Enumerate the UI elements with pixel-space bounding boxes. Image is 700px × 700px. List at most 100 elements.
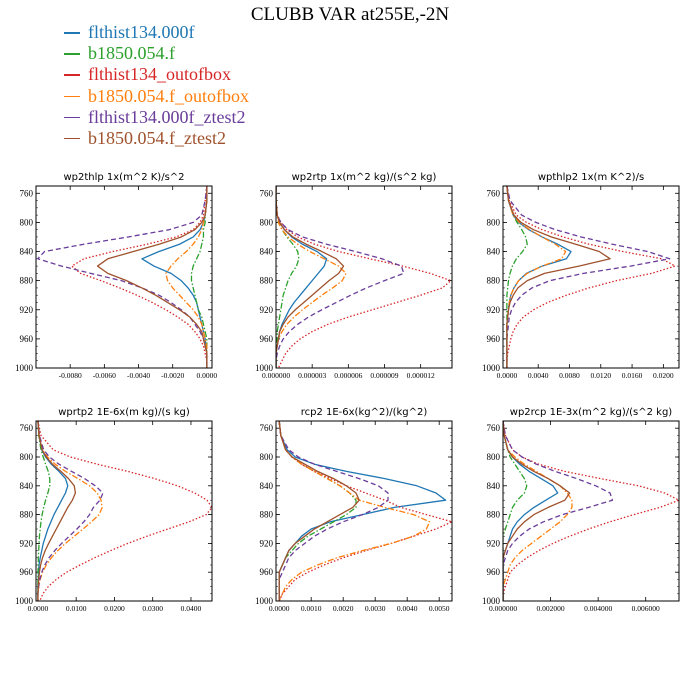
xtick-label: -0.0040 xyxy=(127,371,150,380)
series-line xyxy=(276,186,452,368)
xtick-label: 0.000009 xyxy=(370,371,398,380)
xtick-label: 0.0030 xyxy=(365,604,386,613)
series-line xyxy=(278,421,360,601)
xtick-label: 0.0120 xyxy=(590,371,611,380)
ytick-label: 880 xyxy=(260,276,274,286)
xtick-label: 0.000006 xyxy=(334,371,362,380)
series-line xyxy=(506,186,611,368)
ytick-label: 920 xyxy=(20,538,34,548)
xtick-label: 0.0050 xyxy=(429,604,450,613)
panel-title: wp2thlp 1x(m^2 K)/s^2 xyxy=(63,172,184,183)
ytick-label: 920 xyxy=(487,538,501,548)
xtick-label: 0.0300 xyxy=(142,604,163,613)
ytick-label: 840 xyxy=(487,247,501,257)
series-group xyxy=(37,421,212,601)
ytick-label: 920 xyxy=(260,305,274,315)
ytick-label: 880 xyxy=(260,510,274,520)
ytick-label: 840 xyxy=(20,481,34,491)
legend-label: b1850.054.f xyxy=(88,43,175,64)
ytick-label: 840 xyxy=(260,247,274,257)
series-line xyxy=(37,421,103,601)
ytick-label: 1000 xyxy=(15,596,34,606)
series-line xyxy=(37,421,51,601)
xtick-label: 0.004000 xyxy=(584,604,612,613)
series-line xyxy=(37,186,208,368)
panel-title: wp2rcp 1E-3x(m^2 kg)/(s^2 kg) xyxy=(510,407,673,418)
panel-1: wp2thlp 1x(m^2 K)/s^2 760 800 840 880 920 960 1… xyxy=(15,172,217,380)
legend-label: flthist134.000f xyxy=(88,22,195,42)
series-line xyxy=(276,186,405,368)
plot-frame xyxy=(35,185,213,369)
ytick-label: 800 xyxy=(20,217,34,227)
xtick-label: 0.002000 xyxy=(537,604,565,613)
ytick-label: 880 xyxy=(487,276,501,286)
panel-3: wpthlp2 1x(m K^2)/s 760 800 840 880 920 960 100… xyxy=(482,172,680,380)
xtick-label: -0.0020 xyxy=(161,371,184,380)
ytick-label: 1000 xyxy=(482,596,501,606)
series-line xyxy=(506,186,671,368)
xtick-label: 0.0040 xyxy=(397,604,418,613)
xtick-label: 0.0100 xyxy=(66,604,87,613)
ytick-label: 880 xyxy=(20,276,34,286)
ytick-label: 760 xyxy=(20,188,34,198)
series-group xyxy=(37,186,208,368)
ytick-label: 760 xyxy=(260,423,274,433)
xtick-label: 0.000003 xyxy=(298,371,326,380)
series-line xyxy=(165,186,208,368)
series-line xyxy=(506,186,528,368)
ytick-label: 920 xyxy=(260,538,274,548)
ytick-label: 920 xyxy=(487,305,501,315)
ytick-label: 760 xyxy=(260,188,274,198)
panel-title: wpthlp2 1x(m K^2)/s xyxy=(538,172,644,183)
ytick-label: 1000 xyxy=(255,596,274,606)
legend-label: flthist134.000f_ztest2 xyxy=(88,106,246,127)
series-line xyxy=(71,186,208,368)
series-group xyxy=(278,421,452,601)
panel-4: wprtp2 1E-6x(m kg)/(s kg) 760 800 840 880 920… xyxy=(15,407,213,613)
ytick-label: 960 xyxy=(20,567,34,577)
ytick-label: 800 xyxy=(20,452,34,462)
ytick-label: 1000 xyxy=(482,363,501,373)
ytick-label: 760 xyxy=(487,188,501,198)
series-line xyxy=(503,421,573,601)
ytick-label: 960 xyxy=(487,334,501,344)
xtick-label: 0.0000 xyxy=(269,604,290,613)
ytick-label: 1000 xyxy=(15,363,34,373)
series-line xyxy=(278,421,357,601)
legend-label: flthist134_outofbox xyxy=(88,64,231,85)
series-line xyxy=(506,186,572,368)
legend-swatch xyxy=(64,137,80,140)
xtick-label: 0.0200 xyxy=(653,371,674,380)
plot-frame xyxy=(35,420,213,602)
series-line xyxy=(278,421,447,601)
xtick-label: 0.0000 xyxy=(28,604,49,613)
series-line xyxy=(503,421,571,601)
series-line xyxy=(278,421,431,601)
panel-title: wp2rtp 1x(m^2 kg)/(s^2 kg) xyxy=(292,172,437,183)
plot-frame xyxy=(275,185,453,369)
ytick-label: 960 xyxy=(20,334,34,344)
xtick-label: 0.0000 xyxy=(497,371,518,380)
legend-label: b1850.054.f_ztest2 xyxy=(88,127,226,148)
xtick-label: -0.0060 xyxy=(93,371,116,380)
series-line xyxy=(37,421,104,601)
xtick-label: 0.000000 xyxy=(262,371,290,380)
series-line xyxy=(506,186,676,368)
ytick-label: 840 xyxy=(487,481,501,491)
series-group xyxy=(276,186,452,368)
series-line xyxy=(190,186,208,368)
series-line xyxy=(37,421,69,601)
ytick-label: 920 xyxy=(20,305,34,315)
xtick-label: 0.0000 xyxy=(197,371,218,380)
series-line xyxy=(503,421,528,601)
panel-5: rcp2 1E-6x(kg^2)/(kg^2) 760 800 840 880 920 96… xyxy=(255,407,453,613)
ytick-label: 800 xyxy=(260,452,274,462)
series-line xyxy=(278,421,452,601)
ytick-label: 960 xyxy=(260,334,274,344)
series-line xyxy=(276,186,347,368)
series-line xyxy=(96,186,208,368)
legend-swatch xyxy=(64,53,80,55)
series-group xyxy=(506,186,676,368)
ytick-label: 960 xyxy=(487,567,501,577)
